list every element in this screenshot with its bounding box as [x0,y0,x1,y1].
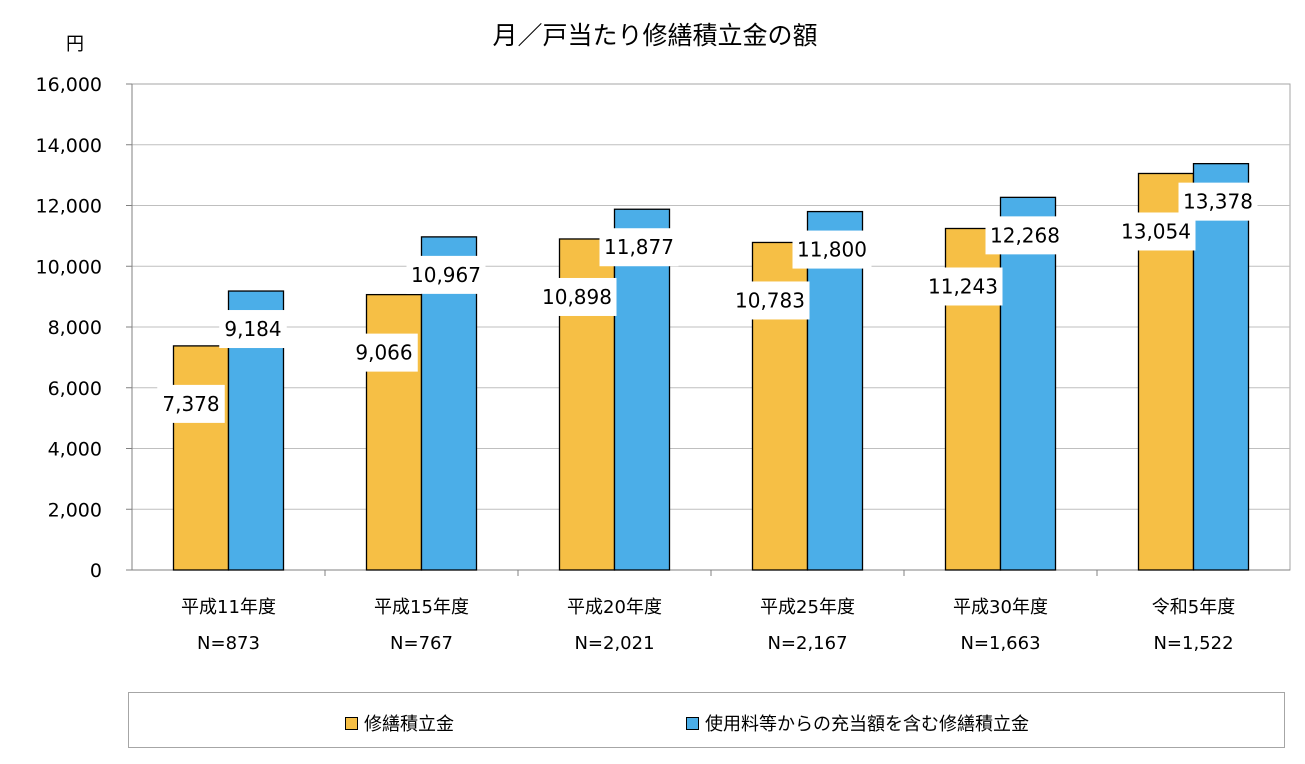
data-label: 13,054 [1121,219,1191,243]
data-label-bg [1178,182,1258,221]
bar-chart: 月／戸当たり修繕積立金の額 円 0 2,000 4,000 6,000 8,000 10,… [36,21,1291,654]
data-label: 10,898 [542,285,612,309]
x-tick-label: 平成15年度 [374,597,469,618]
chart-title: 月／戸当たり修繕積立金の額 [492,21,817,50]
x-tick-label: 平成25年度 [760,597,855,618]
data-label: 11,243 [928,274,998,298]
data-label: 9,184 [224,317,281,341]
x-n-label: N=873 [197,633,260,654]
legend-label: 修繕積立金 [364,714,454,735]
data-label-bg [923,267,1003,306]
bar [613,208,671,571]
data-label: 9,066 [355,341,412,365]
x-n-label: N=767 [390,633,453,654]
data-label: 11,800 [797,238,867,262]
y-tick-label: 6,000 [48,378,102,400]
data-label-bg [219,310,287,349]
x-n-label: N=1,663 [960,633,1040,654]
data-label: 13,378 [1183,190,1253,214]
data-label: 10,783 [735,288,805,312]
data-label: 11,877 [604,235,674,259]
x-tick-label: 令和5年度 [1152,597,1235,618]
legend-swatch [686,716,699,730]
x-n-label: N=1,522 [1153,633,1233,654]
x-tick-label: 平成30年度 [953,597,1048,618]
y-tick-label: 16,000 [36,74,102,96]
data-label: 7,378 [162,392,219,416]
y-tick-label: 4,000 [48,439,102,461]
data-label-bg [599,228,679,267]
x-n-label: N=2,021 [574,633,654,654]
y-axis-label: 円 [66,34,84,55]
data-label-bg [350,333,418,372]
legend-item-repair-reserve: 修繕積立金 [345,710,454,736]
bar [172,345,230,571]
legend-item-repair-reserve-incl-fees: 使用料等からの充当額を含む修繕積立金 [686,710,1029,736]
y-tick-label: 12,000 [36,196,102,218]
y-tick-label: 10,000 [36,256,102,278]
bar [806,210,864,571]
data-label: 10,967 [411,263,481,287]
data-label-bg [537,277,617,316]
data-label-bg [157,384,225,423]
data-label-bg [730,281,810,320]
x-tick-label: 平成20年度 [567,597,662,618]
data-label-bg [792,230,872,269]
data-label: 12,268 [990,223,1060,247]
legend: 修繕積立金 使用料等からの充当額を含む修繕積立金 [128,692,1285,748]
data-label-bg [406,255,486,294]
legend-label: 使用料等からの充当額を含む修繕積立金 [705,714,1029,735]
legend-swatch [345,716,358,730]
y-tick-label: 2,000 [48,499,102,521]
bar [999,196,1057,571]
y-tick-label: 0 [90,560,102,582]
x-tick-label: 平成11年度 [181,597,276,618]
y-tick-label: 14,000 [36,135,102,157]
y-tick-label: 8,000 [48,317,102,339]
bar [1192,162,1250,571]
data-label-bg [985,216,1065,255]
x-n-label: N=2,167 [767,633,847,654]
